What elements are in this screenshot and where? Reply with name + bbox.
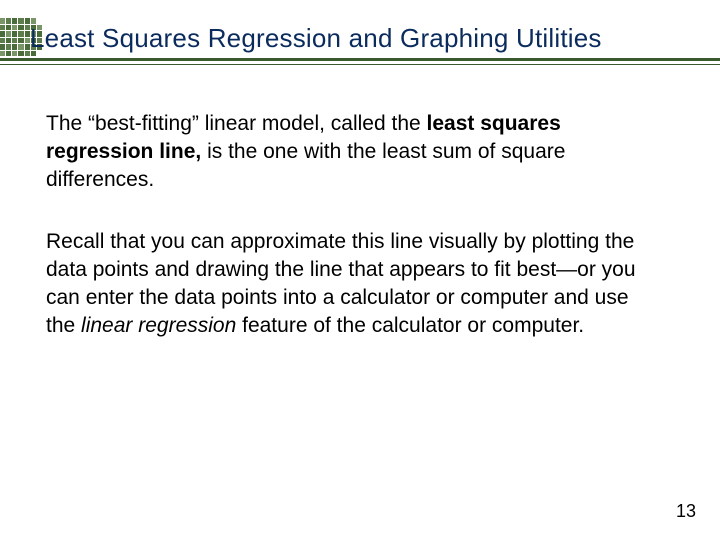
title-underline: [0, 58, 720, 65]
p1-text-pre: The “best-fitting” linear model, called …: [46, 112, 427, 135]
slide-body: The “best-fitting” linear model, called …: [46, 110, 656, 373]
p2-text-post: feature of the calculator or computer.: [236, 314, 584, 337]
paragraph-2: Recall that you can approximate this lin…: [46, 228, 656, 340]
paragraph-1: The “best-fitting” linear model, called …: [46, 110, 656, 194]
slide-title: Least Squares Regression and Graphing Ut…: [30, 23, 695, 54]
page-number: 13: [676, 501, 696, 522]
p2-italic: linear regression: [81, 314, 236, 337]
